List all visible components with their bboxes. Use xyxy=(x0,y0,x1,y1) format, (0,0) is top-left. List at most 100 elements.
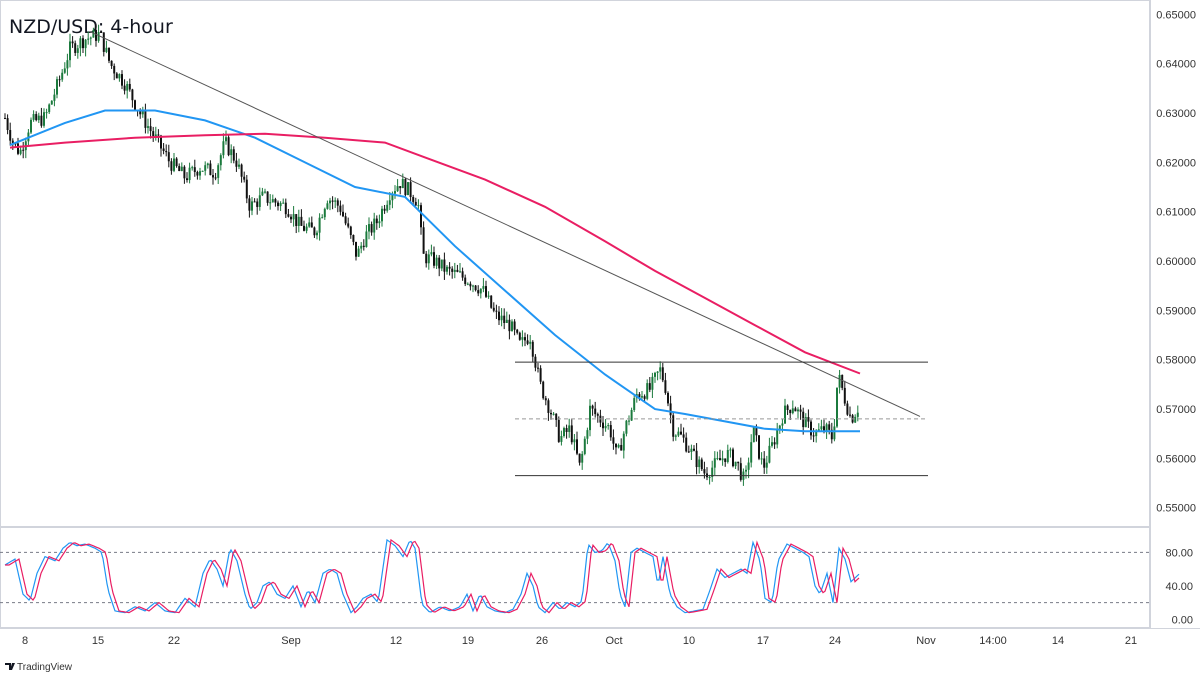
candle-body xyxy=(518,332,521,340)
candle-body xyxy=(352,235,355,242)
candle-body xyxy=(45,112,48,114)
candle-body xyxy=(622,433,625,451)
candle-body xyxy=(336,200,339,206)
candle-body xyxy=(807,417,810,422)
candle-body xyxy=(214,177,217,179)
time-tick-label: 24 xyxy=(829,635,841,647)
oscillator-pane-border xyxy=(0,527,1150,628)
time-tick-label: 14:00 xyxy=(979,635,1007,647)
candle-body xyxy=(134,100,136,110)
candle-body xyxy=(581,453,584,463)
candle-body xyxy=(849,414,851,416)
candle-body xyxy=(238,164,240,167)
candle-body xyxy=(726,449,729,462)
candle-body xyxy=(521,337,524,340)
candle-body xyxy=(154,134,157,137)
candle-body xyxy=(331,200,334,202)
candle-body xyxy=(43,112,45,126)
candle-body xyxy=(186,178,188,181)
candle-body xyxy=(490,295,493,308)
candle-body xyxy=(695,450,698,468)
candle-body xyxy=(503,315,506,323)
candle-body xyxy=(277,202,279,207)
candle-body xyxy=(448,266,451,269)
candle-body xyxy=(381,208,383,222)
oscillator-pane xyxy=(0,538,1150,614)
candle-body xyxy=(555,413,558,420)
candle-body xyxy=(89,37,92,39)
price-tick-label: 0.55000 xyxy=(1156,503,1196,515)
candle-body xyxy=(50,100,53,105)
candle-body xyxy=(206,163,209,166)
candle-body xyxy=(373,218,376,233)
candle-body xyxy=(131,89,134,101)
candle-body xyxy=(383,208,386,211)
candle-body xyxy=(313,227,316,236)
price-tick-label: 0.63000 xyxy=(1156,108,1196,120)
candle-body xyxy=(815,431,818,437)
candle-body xyxy=(63,68,66,73)
candle-body xyxy=(347,223,350,227)
candle-body xyxy=(856,412,859,417)
candle-body xyxy=(570,425,573,443)
candle-body xyxy=(375,218,378,224)
candle-body xyxy=(362,245,365,247)
candle-body xyxy=(659,367,662,372)
candle-body xyxy=(4,117,6,119)
candle-body xyxy=(498,311,500,321)
candle-body xyxy=(297,216,300,226)
candle-body xyxy=(303,225,305,231)
candle-body xyxy=(833,426,836,440)
candle-body xyxy=(804,417,807,428)
candle-body xyxy=(620,444,623,451)
candle-body xyxy=(440,259,443,269)
candle-body xyxy=(427,254,430,264)
candle-body xyxy=(97,31,100,41)
candle-body xyxy=(451,268,454,272)
candle-body xyxy=(843,387,846,404)
candle-body xyxy=(825,424,828,432)
candle-body xyxy=(557,419,560,442)
candle-body xyxy=(654,372,656,377)
candle-body xyxy=(711,467,714,478)
candle-body xyxy=(516,329,519,333)
candle-body xyxy=(300,216,303,226)
candle-body xyxy=(430,252,433,255)
candle-body xyxy=(310,222,313,228)
candle-body xyxy=(755,426,758,436)
candle-body xyxy=(487,295,490,297)
candle-body xyxy=(547,400,550,413)
candle-body xyxy=(823,426,825,432)
candle-body xyxy=(656,371,659,373)
candle-body xyxy=(316,232,318,236)
candle-body xyxy=(290,216,292,220)
candle-body xyxy=(74,43,77,53)
candle-body xyxy=(157,134,160,136)
candle-body xyxy=(633,398,636,410)
candle-body xyxy=(810,421,812,436)
candle-body xyxy=(505,319,508,323)
candle-body xyxy=(661,367,664,381)
candle-body xyxy=(167,152,170,162)
candle-body xyxy=(607,425,610,427)
oscillator-tick-label: 40.00 xyxy=(1165,581,1193,593)
candle-body xyxy=(212,175,214,178)
candle-body xyxy=(760,458,763,460)
candle-body xyxy=(58,79,61,81)
chart-title: NZD/USD: 4-hour xyxy=(9,16,173,38)
candle-body xyxy=(784,405,786,424)
candle-body xyxy=(391,193,394,201)
candle-body xyxy=(794,408,797,412)
candle-body xyxy=(672,415,675,437)
candle-body xyxy=(680,431,682,435)
candle-body xyxy=(279,203,282,207)
candle-body xyxy=(269,202,272,204)
candle-body xyxy=(573,439,576,443)
candle-body xyxy=(305,226,308,231)
candle-body xyxy=(191,167,194,169)
price-tick-label: 0.62000 xyxy=(1156,157,1196,169)
candle-body xyxy=(841,374,844,388)
candle-body xyxy=(222,141,225,156)
candle-body xyxy=(578,453,581,463)
candle-body xyxy=(693,448,695,451)
